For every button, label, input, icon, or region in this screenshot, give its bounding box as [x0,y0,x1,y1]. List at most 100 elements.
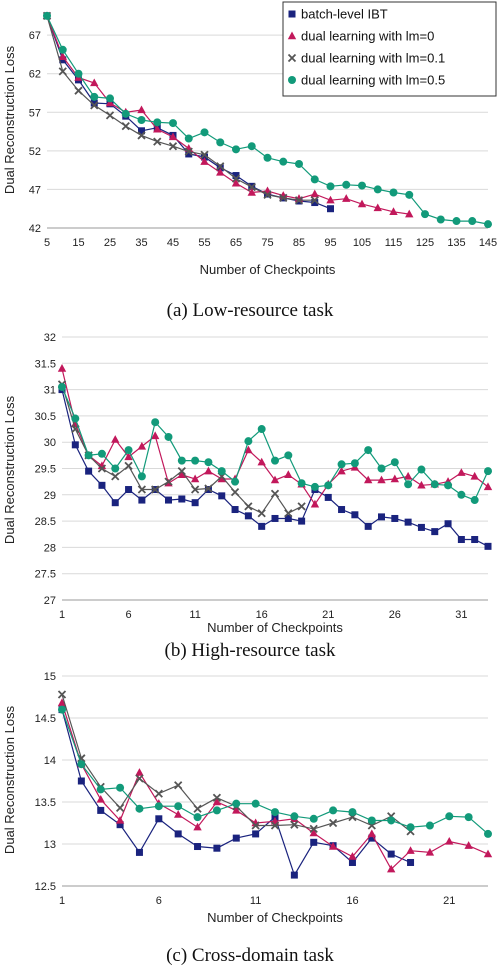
data-point [247,142,256,151]
data-point [471,536,479,544]
data-point [90,78,99,87]
data-point [43,11,51,20]
data-point [470,496,479,505]
data-point [309,814,318,823]
data-point [231,174,241,183]
data-point [390,458,399,467]
data-point [168,132,178,141]
data-point [484,220,492,229]
data-point [154,789,163,798]
data-point [116,821,124,829]
y-tick-label: 29 [44,490,56,502]
data-point [115,803,125,813]
data-point [71,441,79,449]
data-point [90,92,99,101]
x-tick-label: 1 [59,609,65,621]
data-point [247,188,256,196]
x-tick-label: 11 [189,609,200,621]
data-point [290,820,299,829]
data-point [484,542,492,550]
data-point [193,804,202,813]
data-point [328,818,338,828]
data-point [425,821,434,830]
data-point [204,466,213,475]
data-point [212,793,222,802]
series-line [46,15,315,201]
data-point [358,181,366,190]
data-point [367,816,376,825]
data-point [106,94,114,103]
data-point [436,215,445,224]
y-tick-label: 52 [29,146,41,158]
data-point [298,517,306,525]
data-point [444,481,453,490]
data-point [430,480,439,489]
x-tick-label: 6 [156,895,162,907]
data-point [338,506,346,514]
data-point [271,514,279,522]
data-point [417,465,426,474]
x-tick-label: 25 [104,237,116,249]
y-tick-label: 32 [44,332,56,344]
data-point [125,486,133,494]
data-point [421,210,429,219]
series-line [61,384,302,514]
data-point [58,67,67,76]
data-point [185,150,193,158]
y-tick-label: 14 [44,755,56,767]
x-tick-label: 105 [353,237,371,249]
data-point [405,209,414,218]
data-point [310,482,319,491]
x-tick-label: 1 [59,895,65,907]
data-point [389,188,398,197]
data-point [155,815,163,823]
series-lm0 [57,364,493,508]
x-axis-label: Number of Checkpoints [207,910,343,925]
y-tick-label: 27 [44,595,56,607]
data-point [116,783,125,792]
data-point [212,797,222,806]
x-tick-label: 21 [443,895,455,907]
data-point [154,802,163,811]
y-tick-label: 62 [29,69,41,81]
data-point [115,815,125,824]
x-tick-label: 11 [250,895,261,907]
y-tick-label: 47 [29,184,41,196]
data-point [310,175,319,184]
data-point [445,812,454,821]
chart-panel-1: 42 47 52 57 62 67 5 15 25 35 45 55 65 75 85 95 105 115 125… [2,1,497,321]
series-lm05 [58,705,492,838]
data-point [178,495,186,503]
data-point [310,499,320,508]
data-point [263,190,272,199]
data-point [177,470,187,479]
x-tick-label: 35 [135,237,147,249]
data-point [350,459,359,468]
data-point [85,467,93,475]
x-tick-label: 31 [455,609,467,621]
data-point [270,821,280,830]
data-point [367,829,377,838]
data-point [71,414,80,423]
data-point [174,802,183,811]
y-tick-label: 14.5 [35,713,56,725]
data-point [58,705,66,714]
data-point [328,842,338,850]
data-point [484,467,492,476]
data-point [151,418,160,427]
data-point [135,848,143,856]
y-tick-label: 31 [44,385,56,397]
data-point [404,480,413,489]
chart-caption: (b) High-resource task [165,640,336,661]
data-point [216,164,224,172]
legend-marker [287,53,297,63]
data-point [200,128,209,137]
data-point [270,475,280,484]
data-point [445,836,454,845]
data-point [290,812,299,821]
y-axis-label: Dual Reconstruction Loss [2,705,17,854]
data-point [444,520,452,528]
x-tick-label: 145 [479,237,497,249]
data-point [297,502,306,511]
